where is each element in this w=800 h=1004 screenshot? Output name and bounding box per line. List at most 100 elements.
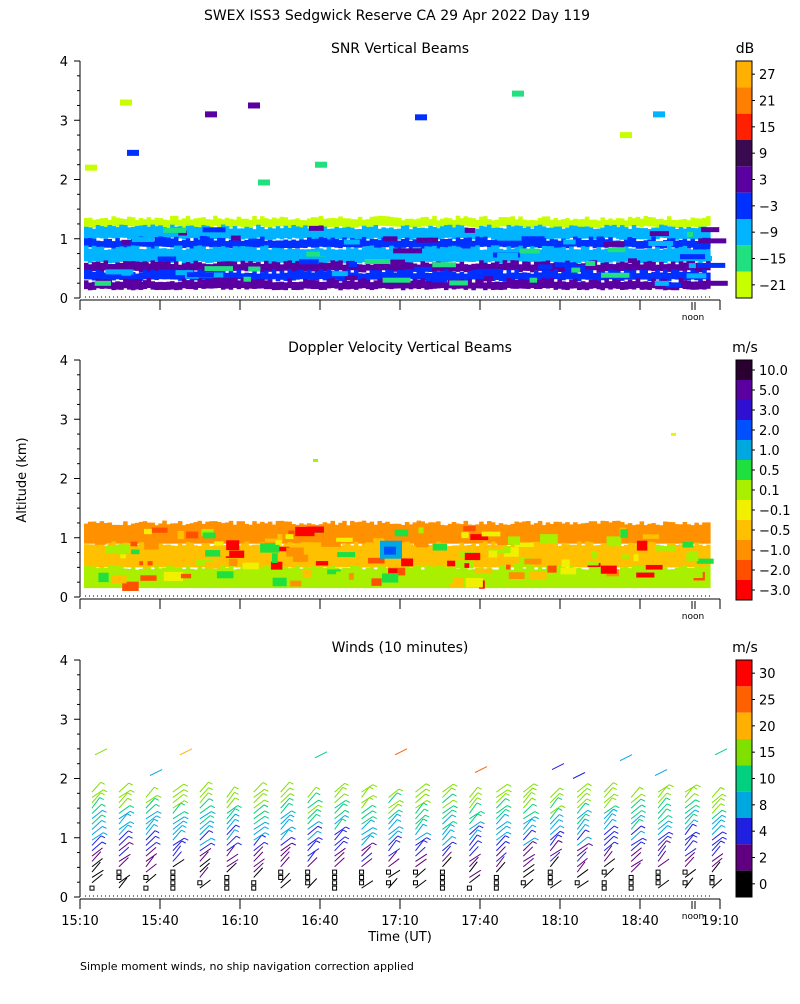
doppler-cell — [377, 543, 382, 568]
snr-cell — [307, 263, 312, 272]
doppler-cell — [623, 566, 629, 589]
doppler-cell — [361, 569, 367, 589]
wind-barb-flag — [100, 781, 105, 785]
snr-cell — [385, 279, 390, 289]
snr-cell — [181, 263, 187, 272]
snr-cell — [490, 239, 496, 249]
wind-barb-flag — [129, 821, 135, 825]
snr-cell — [648, 241, 674, 247]
doppler-cell — [307, 567, 312, 589]
doppler-cell — [530, 545, 535, 568]
doppler-cell — [418, 527, 424, 534]
wind-barb-flag — [126, 813, 132, 817]
snr-cell — [674, 229, 680, 240]
snr-cell — [381, 227, 386, 239]
doppler-cell — [279, 545, 285, 568]
snr-cell — [330, 249, 335, 264]
doppler-cell — [134, 569, 140, 589]
snr-cell — [189, 240, 195, 249]
doppler-cell — [447, 546, 453, 568]
doppler-cell — [134, 522, 140, 544]
snr-cell — [647, 273, 652, 282]
snr-cell — [107, 264, 112, 273]
snr-cell — [373, 225, 379, 238]
wind-barb — [199, 792, 209, 804]
snr-cell — [397, 217, 402, 227]
snr-cell — [173, 261, 179, 271]
snr-cell — [318, 215, 324, 226]
wind-barb-flag — [586, 787, 592, 791]
snr-cell — [162, 219, 167, 228]
x-tick-label: 15:10 — [61, 914, 98, 929]
doppler-cell — [310, 542, 316, 568]
wind-barb — [280, 829, 289, 841]
snr-cell — [224, 272, 230, 281]
snr-cell — [287, 260, 292, 271]
snr-cell — [464, 227, 475, 233]
snr-cell — [193, 238, 199, 248]
wind-barb — [253, 834, 263, 846]
snr-cell — [514, 260, 519, 271]
snr-cell — [631, 238, 637, 248]
wind-barb — [549, 840, 559, 852]
wind-barb-flag — [369, 786, 374, 790]
doppler-cell — [528, 571, 547, 580]
snr-cell — [342, 280, 347, 290]
snr-cell — [670, 269, 676, 280]
doppler-cell — [318, 542, 324, 568]
snr-cell — [220, 219, 226, 228]
snr-cell — [475, 278, 480, 289]
y-tick-label: 0 — [60, 292, 68, 307]
wind-barb — [145, 873, 157, 884]
wind-barb — [657, 803, 668, 814]
snr-cell — [322, 237, 328, 248]
snr-cell — [580, 239, 586, 249]
colorbar-swatch — [736, 420, 752, 440]
calm-wind-marker — [386, 869, 392, 875]
snr-cell — [604, 224, 609, 238]
snr-cell — [338, 273, 343, 282]
snr-cell — [170, 281, 175, 290]
snr-cell — [414, 266, 432, 272]
snr-cell — [541, 269, 547, 280]
doppler-cell — [447, 565, 453, 589]
snr-cell — [205, 219, 210, 228]
snr-cell — [643, 215, 648, 226]
snr-cell — [514, 219, 519, 228]
snr-cell — [119, 281, 124, 290]
doppler-cell — [424, 523, 429, 544]
wind-barb — [415, 832, 428, 841]
doppler-cell — [353, 522, 359, 544]
snr-cell — [350, 219, 355, 228]
wind-barb-flag — [694, 793, 699, 796]
snr-cell — [494, 281, 500, 290]
doppler-cell — [291, 567, 296, 589]
wind-barb — [149, 769, 163, 776]
wind-barb — [334, 829, 344, 841]
snr-cell — [408, 280, 414, 290]
doppler-cell — [412, 565, 418, 589]
x-tick-label: 16:10 — [221, 914, 258, 929]
snr-cell — [455, 246, 461, 262]
snr-cell — [263, 245, 269, 262]
wind-barb-flag — [722, 831, 727, 835]
snr-cell — [471, 282, 476, 291]
snr-cell — [95, 269, 101, 280]
wind-barb — [118, 810, 131, 820]
doppler-cell — [130, 523, 136, 544]
snr-cell — [197, 239, 202, 248]
snr-cell — [522, 227, 527, 240]
snr-cell — [530, 228, 535, 240]
wind-barb-flag — [585, 824, 590, 827]
snr-cell — [530, 278, 535, 289]
snr-cell — [670, 226, 676, 239]
x-tick-label: 15:40 — [141, 914, 178, 929]
wind-barb-flag — [586, 792, 591, 796]
snr-cell — [314, 227, 320, 239]
wind-barb — [145, 794, 158, 804]
wind-barb — [442, 841, 453, 852]
snr-cell — [185, 225, 191, 239]
snr-cell — [252, 238, 257, 248]
wind-barb — [684, 848, 697, 857]
